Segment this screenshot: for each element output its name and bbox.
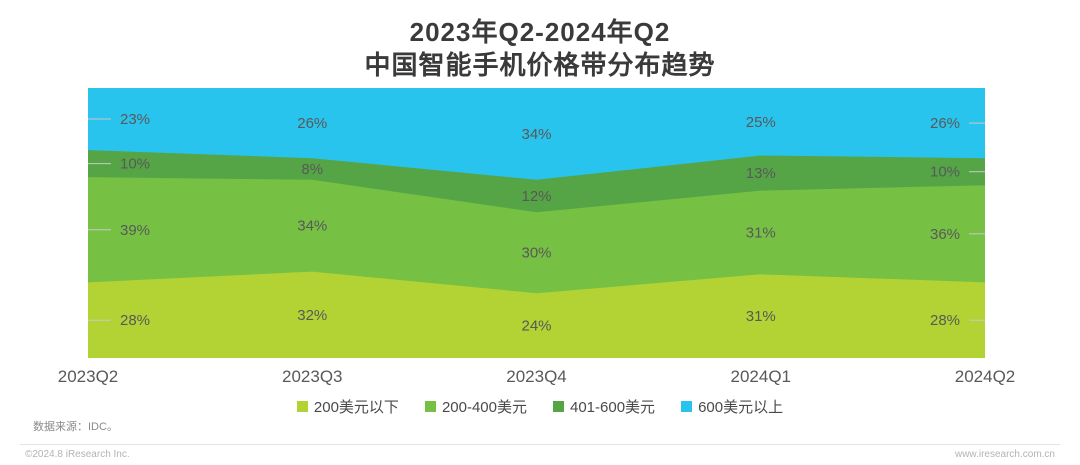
legend-swatch-icon <box>553 401 564 412</box>
area-band-series-0 <box>88 271 985 358</box>
data-label: 26% <box>930 115 960 132</box>
x-axis-label: 2023Q2 <box>57 367 119 386</box>
data-label: 31% <box>746 224 776 241</box>
legend-swatch-icon <box>424 401 436 412</box>
legend-item: 401-600美元 <box>553 396 655 417</box>
footer-divider <box>20 444 1060 445</box>
chart-legend: 200美元以下 200-400美元 401-600美元 600美元以上 <box>0 396 1080 417</box>
data-label: 10% <box>930 164 960 181</box>
chart-plot-svg: 28% 32% 24% 31% 28% 39% 34% 30% 31% 36% 10% 8% 12% 13… <box>88 88 985 358</box>
x-axis-label: 2024Q2 <box>954 367 1016 386</box>
x-axis-label: 2024Q1 <box>730 367 792 386</box>
data-label: 28% <box>120 312 150 329</box>
data-label: 30% <box>521 245 551 262</box>
data-label: 28% <box>930 312 960 329</box>
data-label: 8% <box>301 161 323 178</box>
legend-label: 200美元以下 <box>313 399 399 416</box>
copyright-text: ©2024.8 iResearch Inc. <box>25 449 130 460</box>
data-label: 36% <box>930 226 960 243</box>
chart-plot-area: 28% 32% 24% 31% 28% 39% 34% 30% 31% 36% 10% 8% 12% 13… <box>88 88 985 358</box>
data-label: 39% <box>120 222 150 239</box>
legend-label: 401-600美元 <box>570 399 656 416</box>
website-link[interactable]: www.iresearch.com.cn <box>954 449 1055 460</box>
x-axis: 2023Q2 2023Q3 2023Q4 2024Q1 2024Q2 <box>58 367 1016 389</box>
legend-item: 200美元以下 <box>296 396 399 417</box>
legend-label: 600美元以上 <box>698 399 784 416</box>
data-label: 23% <box>120 111 150 128</box>
legend-item: 600美元以上 <box>681 396 783 417</box>
data-label: 34% <box>297 218 327 235</box>
legend-swatch-icon <box>296 401 308 412</box>
legend-swatch-icon <box>681 401 693 412</box>
x-axis-label: 2023Q3 <box>282 367 343 386</box>
data-label: 12% <box>521 188 551 205</box>
legend-label: 200-400美元 <box>441 399 527 416</box>
chart-title-line2: 中国智能手机价格带分布趋势 <box>364 50 716 80</box>
data-label: 26% <box>297 115 327 132</box>
data-label: 10% <box>120 156 150 173</box>
legend-item: 200-400美元 <box>424 396 527 417</box>
chart-title-line1: 2023年Q2-2024年Q2 <box>409 17 671 47</box>
data-source-note: 数据来源：IDC。 <box>33 421 118 433</box>
data-label: 24% <box>521 318 551 335</box>
data-label: 34% <box>521 126 551 143</box>
data-label: 32% <box>297 307 327 324</box>
data-label: 25% <box>746 114 776 131</box>
data-label: 13% <box>746 165 776 182</box>
data-label: 31% <box>746 308 776 325</box>
x-axis-label: 2023Q4 <box>506 367 567 386</box>
chart-title: 2023年Q2-2024年Q2 中国智能手机价格带分布趋势 <box>0 16 1080 82</box>
